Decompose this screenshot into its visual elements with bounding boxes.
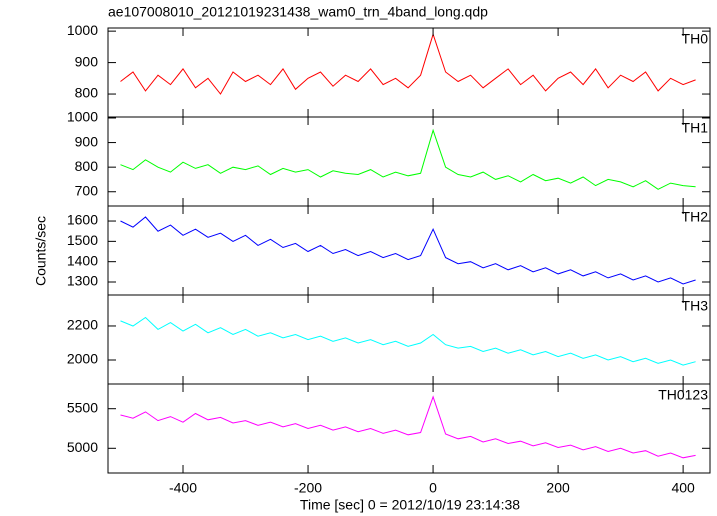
x-tick-label: 200: [546, 480, 570, 496]
x-tick-label: 0: [429, 480, 437, 496]
y-tick-label: 800: [75, 85, 99, 101]
chart-title: ae107008010_20121019231438_wam0_trn_4ban…: [108, 4, 488, 20]
panel-label: TH3: [682, 298, 709, 314]
x-tick-label: -400: [169, 480, 197, 496]
y-tick-label: 1500: [67, 232, 98, 248]
x-tick-label: 400: [671, 480, 695, 496]
y-tick-label: 2200: [67, 317, 98, 333]
y-tick-label: 1400: [67, 252, 98, 268]
light-curve: [120, 216, 696, 285]
y-tick-label: 800: [75, 158, 99, 174]
y-tick-label: 1000: [67, 22, 98, 38]
y-tick-label: 5500: [67, 399, 98, 415]
y-tick-label: 700: [75, 182, 99, 198]
y-tick-label: 1600: [67, 212, 98, 228]
panel-label: TH2: [682, 209, 709, 225]
panel-label: TH1: [682, 120, 709, 136]
light-curve: [120, 316, 696, 366]
y-axis-label: Counts/sec: [33, 216, 49, 286]
y-tick-label: 1300: [67, 273, 98, 289]
y-tick-label: 5000: [67, 439, 98, 455]
y-tick-label: 2000: [67, 351, 98, 367]
x-axis-label: Time [sec] 0 = 2012/10/19 23:14:38: [300, 497, 520, 513]
y-tick-label: 1000: [67, 109, 98, 125]
light-curve: [120, 395, 696, 459]
light-curve: [120, 32, 696, 95]
panel-label: TH0123: [658, 387, 708, 403]
x-tick-label: -200: [294, 480, 322, 496]
panel-frame: [107, 383, 711, 474]
panel-label: TH0: [682, 31, 709, 47]
y-tick-label: 900: [75, 53, 99, 69]
y-tick-label: 900: [75, 133, 99, 149]
light-curve: [120, 128, 696, 190]
